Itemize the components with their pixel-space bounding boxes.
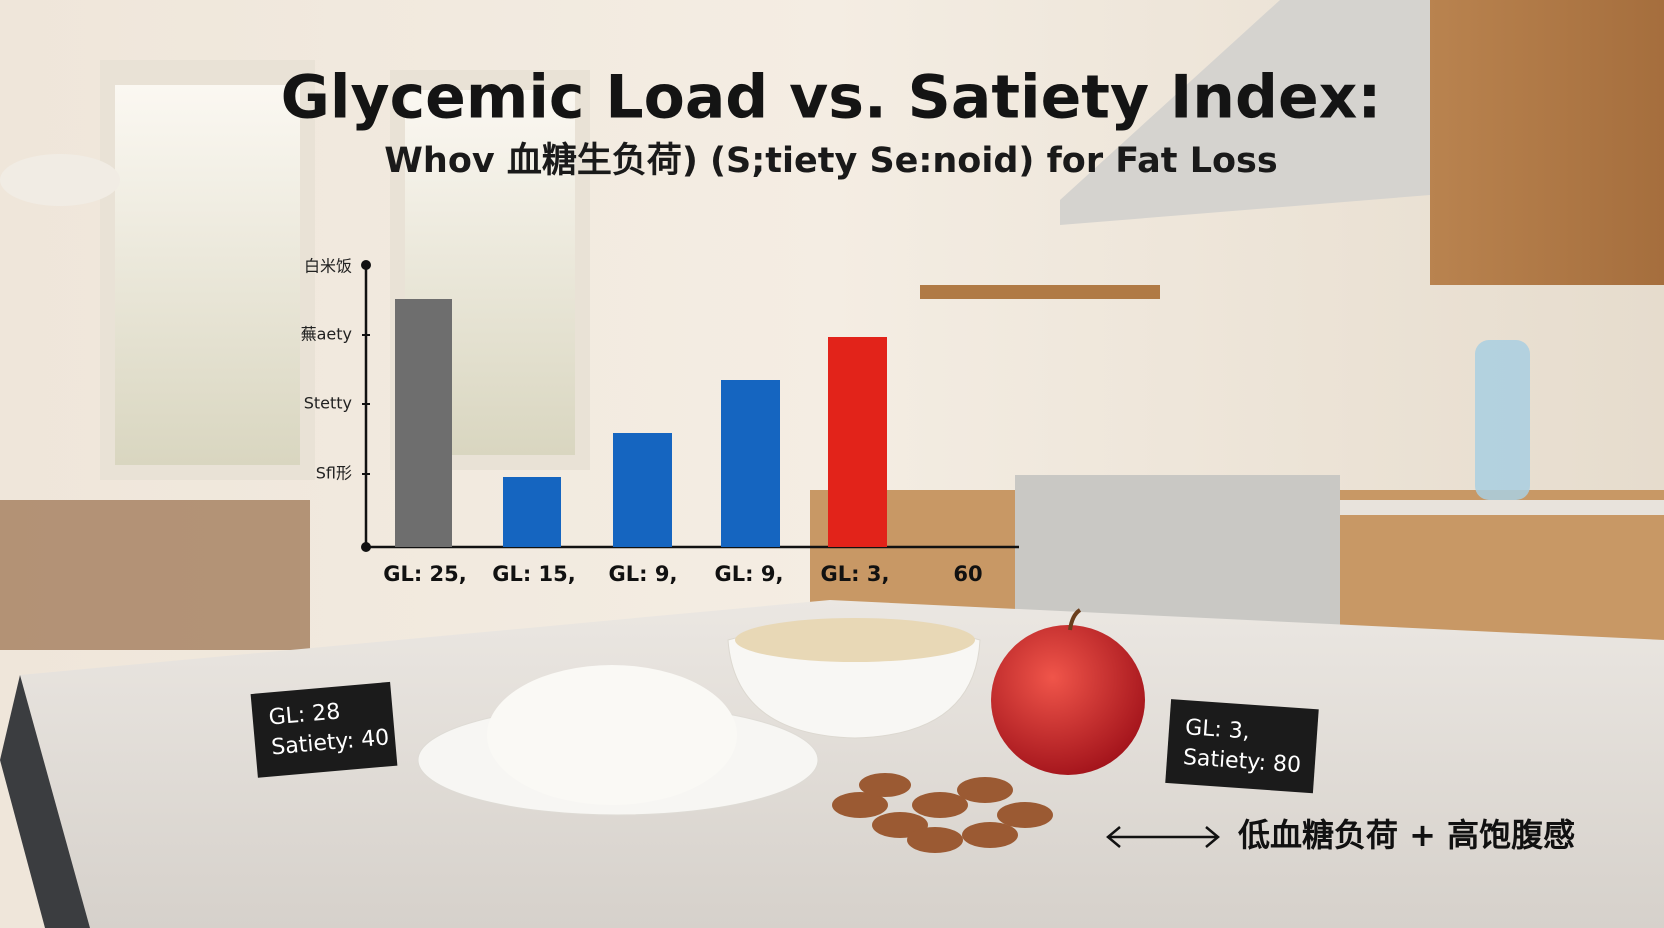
almonds bbox=[832, 773, 1053, 853]
bar bbox=[613, 433, 672, 547]
caption: 低血糖负荷 + 高饱腹感 bbox=[1238, 816, 1575, 854]
bar-chart bbox=[361, 260, 1019, 552]
axis-dot bbox=[361, 260, 371, 270]
x-label: GL: 3, bbox=[821, 562, 890, 586]
island-side bbox=[0, 675, 90, 928]
rice bbox=[487, 665, 737, 805]
oats bbox=[735, 618, 975, 662]
card: GL: 3, Satiety: 80 bbox=[1165, 699, 1319, 794]
bottle bbox=[1475, 340, 1530, 500]
x-labels: GL: 25, GL: 15, GL: 9, GL: 9, GL: 3, 60 bbox=[383, 562, 982, 586]
card-line: GL: 3, bbox=[1184, 715, 1250, 744]
y-label: 蕪aety bbox=[301, 325, 352, 344]
bar bbox=[721, 380, 780, 547]
x-label: GL: 15, bbox=[492, 562, 576, 586]
range-hood bbox=[1060, 0, 1430, 225]
apple bbox=[991, 625, 1145, 775]
apple-stem bbox=[1068, 608, 1082, 631]
bar bbox=[828, 337, 887, 547]
x-label: GL: 9, bbox=[609, 562, 678, 586]
upper-cabinet bbox=[1430, 0, 1664, 285]
x-label: GL: 25, bbox=[383, 562, 467, 586]
lamp bbox=[0, 154, 120, 206]
bar bbox=[395, 299, 452, 547]
double-arrow bbox=[1106, 826, 1220, 848]
counter-back bbox=[1340, 500, 1664, 515]
x-label: 60 bbox=[953, 562, 982, 586]
subtitle: Whov 血糖生负荷) (S;tiety Se:noid) for Fat Lo… bbox=[384, 141, 1277, 181]
table bbox=[0, 500, 310, 650]
countertop bbox=[20, 600, 1664, 928]
y-label: Stetty bbox=[304, 394, 352, 413]
window bbox=[115, 85, 300, 465]
card: GL: 28 Satiety: 40 bbox=[250, 681, 398, 778]
title: Glycemic Load vs. Satiety Index: bbox=[281, 63, 1382, 133]
y-label: Sfl形 bbox=[316, 464, 352, 483]
card-line: GL: 28 bbox=[268, 699, 342, 730]
axis-dot bbox=[361, 542, 371, 552]
x-label: GL: 9, bbox=[715, 562, 784, 586]
card-bg bbox=[250, 681, 398, 778]
y-label: 白米饭 bbox=[304, 257, 352, 276]
shelf bbox=[920, 285, 1160, 299]
card-bg bbox=[1165, 699, 1319, 794]
bar bbox=[503, 477, 561, 547]
